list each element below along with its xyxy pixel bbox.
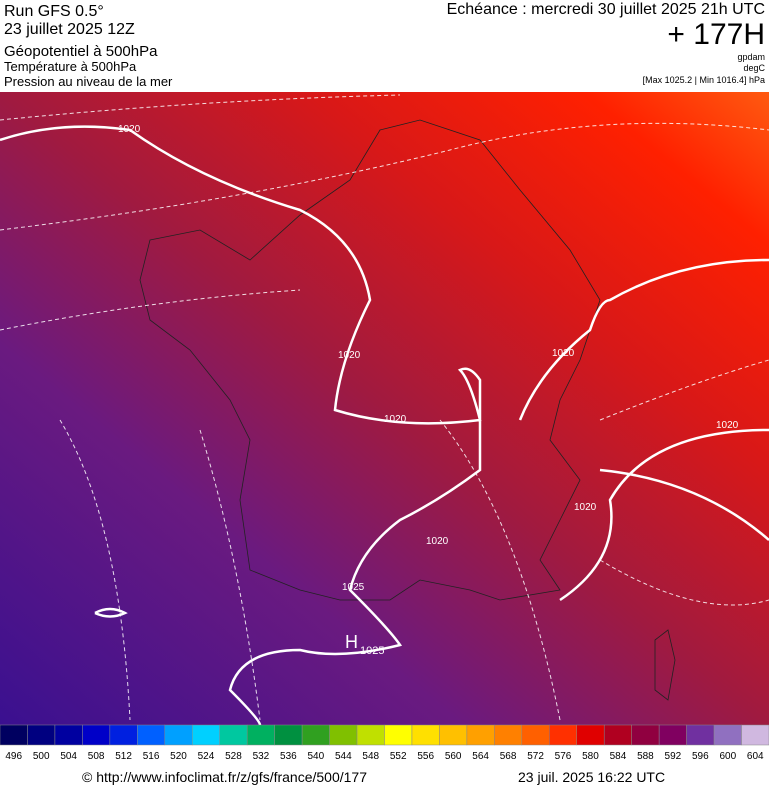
legend-label: 540 <box>307 751 324 762</box>
island-border <box>654 629 676 701</box>
isobar <box>94 468 769 618</box>
legend-swatch <box>109 724 138 746</box>
isobar-label: 1020 <box>552 348 575 359</box>
isobar-label: 1025 <box>342 582 365 593</box>
legend-label: 528 <box>225 751 242 762</box>
country-border <box>139 119 601 601</box>
legend-label: 584 <box>610 751 627 762</box>
legend-swatch <box>741 724 769 746</box>
extremes: [Max 1025.2 | Min 1016.4] hPa <box>643 75 765 85</box>
legend-label: 572 <box>527 751 544 762</box>
high-value: 1025 <box>360 645 384 657</box>
legend-label: 576 <box>555 751 572 762</box>
legend-label: 512 <box>115 751 132 762</box>
source-url: © http://www.infoclimat.fr/z/gfs/france/… <box>82 769 367 785</box>
unit: gpdam <box>737 52 765 62</box>
isobar <box>0 125 482 726</box>
legend-swatch <box>356 724 385 746</box>
legend-swatch <box>658 724 687 746</box>
isobar-label: 1020 <box>338 350 361 361</box>
legend-swatch <box>0 724 28 746</box>
isobar-label: 1020 <box>426 536 449 547</box>
layer-label: Pression au niveau de la mer <box>4 74 173 89</box>
legend-swatch <box>411 724 440 746</box>
legend-label: 524 <box>198 751 215 762</box>
isobar-label: 1020 <box>384 414 407 425</box>
legend-swatch <box>54 724 83 746</box>
legend-swatch <box>246 724 275 746</box>
legend-swatch <box>439 724 468 746</box>
isobar-label: 1020 <box>716 420 739 431</box>
legend-swatch <box>631 724 660 746</box>
legend-label: 560 <box>445 751 462 762</box>
legend-label: 588 <box>637 751 654 762</box>
isobar <box>518 258 769 602</box>
legend-label: 564 <box>472 751 489 762</box>
legend-swatch <box>274 724 303 746</box>
layer-label: Température à 500hPa <box>4 59 137 74</box>
high-marker: H <box>345 632 358 652</box>
unit: degC <box>743 63 765 73</box>
legend-label: 592 <box>665 751 682 762</box>
legend-swatch <box>603 724 632 746</box>
legend-swatch <box>576 724 605 746</box>
legend-swatch <box>521 724 550 746</box>
legend-swatch <box>713 724 742 746</box>
legend-swatch <box>494 724 523 746</box>
legend-label: 556 <box>417 751 434 762</box>
isobar-label: 1020 <box>118 124 141 135</box>
legend-swatch <box>686 724 715 746</box>
legend-swatch <box>192 724 220 746</box>
legend-swatch <box>27 724 56 746</box>
legend-swatch <box>137 724 166 746</box>
lead-time: + 177H <box>667 18 765 51</box>
color-legend: 496 500 504 508 512 516 520 524 528 532 536 540 544 5… <box>0 724 769 762</box>
legend-label: 496 <box>5 751 22 762</box>
legend-label: 500 <box>33 751 50 762</box>
map: 1020 1020 1020 1020 1020 1020 1020 1025 … <box>0 92 769 726</box>
legend-label: 552 <box>390 751 407 762</box>
run-title: Run GFS 0.5° <box>4 3 104 20</box>
legend-swatch <box>301 724 330 746</box>
legend-swatch <box>466 724 495 746</box>
legend-label: 508 <box>88 751 105 762</box>
generated-time: 23 juil. 2025 16:22 UTC <box>518 769 665 785</box>
valid-time: Echéance : mercredi 30 juillet 2025 21h … <box>447 1 765 18</box>
legend-label: 600 <box>719 751 736 762</box>
legend-label: 536 <box>280 751 297 762</box>
map-background <box>0 92 769 725</box>
legend-label: 504 <box>60 751 77 762</box>
legend-swatch <box>82 724 111 746</box>
legend-label: 532 <box>253 751 270 762</box>
legend-label: 516 <box>143 751 160 762</box>
legend-swatch <box>384 724 413 746</box>
legend-label: 520 <box>170 751 187 762</box>
legend-label: 544 <box>335 751 352 762</box>
legend-swatch <box>329 724 358 746</box>
isotherm <box>0 94 769 721</box>
legend-label: 548 <box>362 751 379 762</box>
legend-label: 580 <box>582 751 599 762</box>
legend-label: 568 <box>500 751 517 762</box>
layer-label: Géopotentiel à 500hPa <box>4 43 158 60</box>
legend-swatch <box>164 724 193 746</box>
legend-swatch <box>219 724 248 746</box>
legend-label: 596 <box>692 751 709 762</box>
legend-label: 604 <box>747 751 764 762</box>
legend-swatch <box>549 724 577 746</box>
run-date: 23 juillet 2025 12Z <box>4 21 135 38</box>
isobar-label: 1020 <box>574 502 597 513</box>
